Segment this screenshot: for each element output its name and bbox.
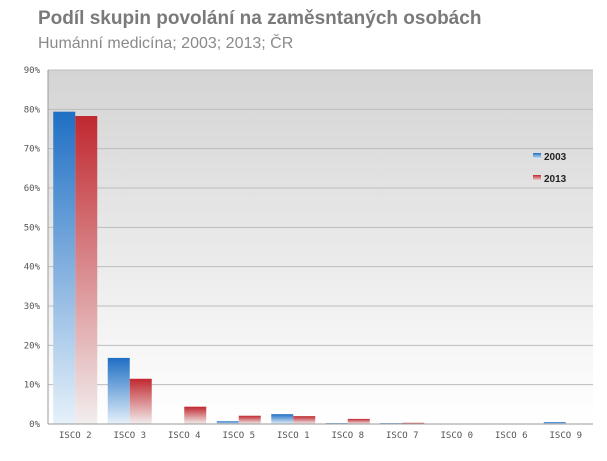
- bar-2013-isco-8: [347, 418, 370, 424]
- y-tick-label: 50%: [24, 223, 41, 233]
- gridlines: [48, 69, 593, 386]
- bars: [53, 111, 588, 425]
- x-tick-label: ISCO 2: [59, 431, 92, 441]
- bar-2013-isco-1: [293, 416, 316, 424]
- bar-2003-isco-3: [107, 357, 130, 424]
- legend-label: 2003: [544, 152, 567, 163]
- bar-2013-isco-5: [238, 415, 261, 424]
- legend-label: 2013: [544, 174, 567, 185]
- bar-2003-isco-2: [53, 111, 76, 425]
- y-tick-label: 40%: [24, 263, 41, 273]
- y-tick-label: 70%: [24, 145, 41, 155]
- bar-2013-isco-7: [402, 422, 425, 424]
- x-tick-label: ISCO 0: [440, 431, 473, 441]
- y-tick-label: 10%: [24, 381, 41, 391]
- chart-subtitle: Humánní medicína; 2003; 2013; ČR: [38, 35, 294, 52]
- x-tick-label: ISCO 7: [386, 431, 419, 441]
- bar-2003-isco-1: [271, 414, 294, 424]
- bar-2003-isco-9: [543, 422, 566, 424]
- legend-swatch-2003: [533, 153, 541, 159]
- bar-2013-isco-4: [184, 406, 207, 424]
- y-tick-label: 60%: [24, 184, 41, 194]
- x-tick-label: ISCO 1: [277, 431, 310, 441]
- bar-2003-isco-5: [216, 421, 239, 424]
- x-tick-label: ISCO 6: [495, 431, 528, 441]
- legend: 2003 2013: [533, 152, 567, 185]
- x-tick-label: ISCO 9: [549, 431, 582, 441]
- bar-2013-isco-3: [129, 378, 152, 424]
- x-tick-label: ISCO 8: [331, 431, 364, 441]
- x-tick-label: ISCO 5: [222, 431, 255, 441]
- bar-2013-isco-2: [75, 116, 98, 425]
- x-tick-label: ISCO 3: [113, 431, 146, 441]
- chart-title: Podíl skupin povolání na zaměsntaných os…: [38, 8, 482, 29]
- plot-area: [48, 70, 593, 424]
- x-tick-label: ISCO 4: [168, 431, 201, 441]
- legend-swatch-2013: [533, 175, 541, 181]
- axes: 0% 10% 20% 30% 40% 50% 60% 70% 80% 90% ISCO 2 ISCO …: [24, 66, 593, 441]
- y-tick-label: 90%: [24, 66, 41, 76]
- y-tick-label: 80%: [24, 105, 41, 115]
- y-tick-label: 0%: [29, 420, 40, 430]
- y-tick-label: 30%: [24, 302, 41, 312]
- y-tick-label: 20%: [24, 341, 41, 351]
